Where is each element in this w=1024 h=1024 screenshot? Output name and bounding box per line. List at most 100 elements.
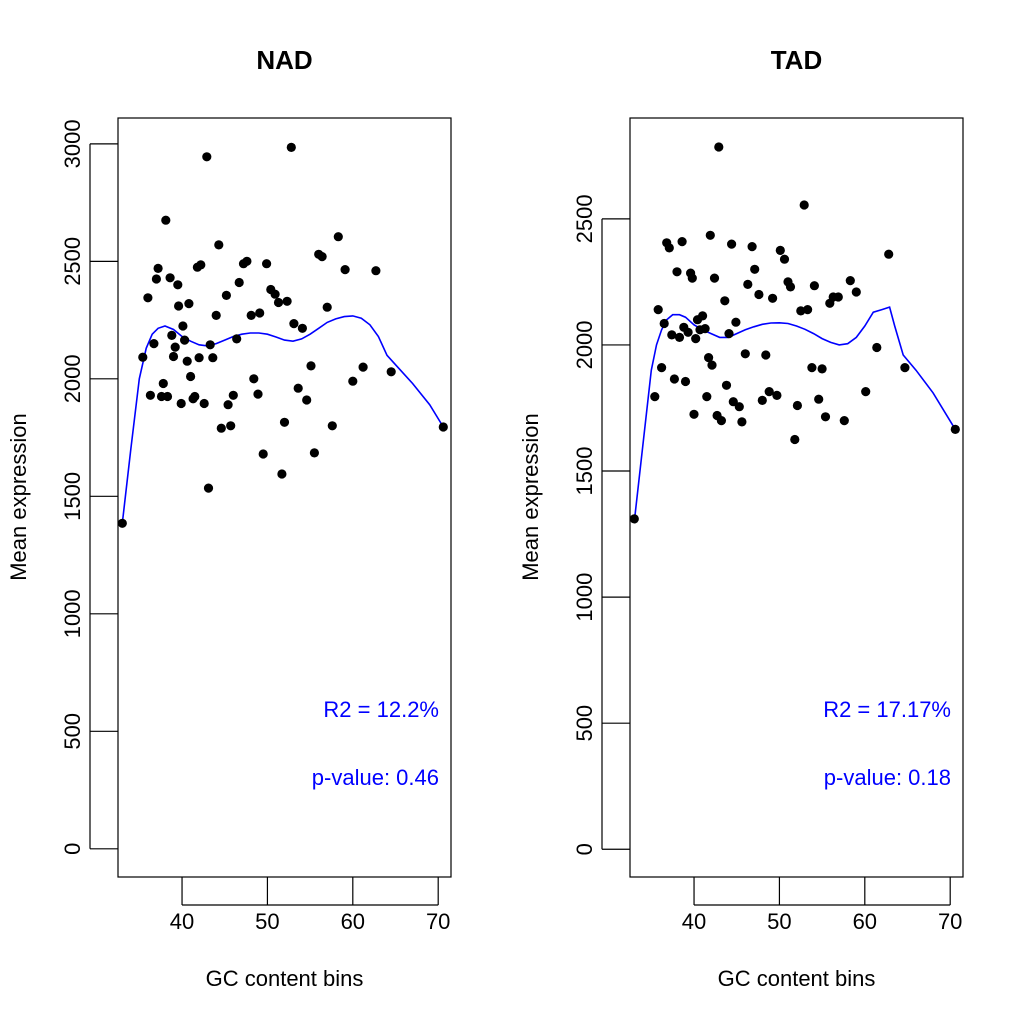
data-point bbox=[657, 363, 667, 373]
data-point bbox=[721, 380, 732, 390]
y-tick-label: 3000 bbox=[60, 119, 85, 168]
data-point bbox=[228, 390, 238, 400]
data-point bbox=[277, 469, 287, 479]
data-point bbox=[145, 390, 155, 400]
data-point bbox=[677, 237, 687, 247]
data-point bbox=[202, 152, 212, 162]
data-point bbox=[438, 422, 448, 432]
data-point bbox=[761, 350, 771, 360]
data-point bbox=[309, 448, 319, 458]
data-point bbox=[792, 400, 803, 411]
data-point bbox=[322, 302, 332, 312]
data-point bbox=[190, 391, 200, 402]
data-point bbox=[194, 353, 204, 363]
x-tick-label: 60 bbox=[341, 909, 365, 934]
r2-annotation: R2 = 17.17% bbox=[823, 697, 951, 722]
data-point bbox=[216, 423, 226, 433]
data-point bbox=[851, 287, 861, 297]
data-point bbox=[214, 240, 224, 250]
data-point bbox=[779, 254, 790, 264]
data-point bbox=[799, 200, 809, 210]
data-point bbox=[768, 293, 778, 303]
chart-title: TAD bbox=[771, 45, 823, 75]
plot-area bbox=[117, 142, 448, 528]
data-point bbox=[884, 249, 894, 259]
data-point bbox=[702, 392, 712, 402]
p-value-annotation: p-value: 0.18 bbox=[824, 765, 951, 790]
data-point bbox=[775, 245, 785, 255]
data-point bbox=[629, 514, 639, 524]
y-tick-label: 2000 bbox=[60, 354, 85, 403]
data-point bbox=[255, 308, 265, 318]
data-point bbox=[674, 332, 685, 342]
x-axis: 40 50 60 70 bbox=[170, 877, 450, 934]
data-point bbox=[270, 289, 280, 299]
y-tick-label: 0 bbox=[572, 843, 597, 855]
data-point bbox=[174, 301, 184, 311]
y-tick-label: 1000 bbox=[60, 589, 85, 638]
data-point bbox=[306, 361, 316, 371]
r2-annotation: R2 = 12.2% bbox=[323, 697, 439, 722]
data-point bbox=[747, 242, 757, 252]
data-point bbox=[807, 363, 817, 373]
data-point bbox=[817, 364, 827, 374]
chart-panel-nad: NAD Mean expression GC content bins 0500… bbox=[6, 45, 452, 991]
data-point bbox=[253, 389, 263, 399]
data-point bbox=[297, 323, 307, 333]
data-point bbox=[162, 391, 173, 402]
data-point bbox=[664, 243, 674, 253]
data-point bbox=[790, 434, 800, 445]
data-point bbox=[707, 360, 717, 370]
x-tick-label: 70 bbox=[938, 909, 962, 934]
data-point bbox=[720, 296, 730, 306]
data-point bbox=[180, 335, 190, 345]
data-point bbox=[302, 395, 312, 405]
data-point bbox=[734, 402, 744, 412]
data-point bbox=[772, 390, 782, 400]
data-point bbox=[714, 142, 724, 152]
x-axis-label: GC content bins bbox=[718, 966, 876, 991]
data-point bbox=[182, 356, 192, 366]
data-point bbox=[689, 409, 699, 419]
data-point bbox=[348, 376, 358, 386]
data-point bbox=[669, 374, 680, 384]
data-point bbox=[650, 392, 660, 402]
y-axis: 0 500 1000 1500 2000 2500 bbox=[572, 194, 630, 855]
data-point bbox=[803, 305, 813, 315]
data-point bbox=[138, 352, 148, 362]
data-point bbox=[168, 351, 179, 362]
data-point bbox=[221, 290, 231, 300]
data-point bbox=[716, 416, 727, 426]
x-axis: 40 50 60 70 bbox=[682, 877, 962, 934]
data-point bbox=[262, 259, 272, 269]
data-point bbox=[151, 274, 161, 284]
data-point bbox=[709, 273, 720, 283]
data-point bbox=[691, 334, 701, 344]
data-point bbox=[785, 282, 796, 292]
plot-frame bbox=[117, 117, 452, 878]
data-point bbox=[653, 305, 663, 315]
data-point bbox=[386, 367, 396, 377]
data-point bbox=[286, 142, 296, 152]
data-point bbox=[731, 317, 741, 327]
data-point bbox=[158, 378, 168, 389]
y-tick-label: 2000 bbox=[572, 320, 597, 369]
data-point bbox=[117, 518, 127, 528]
data-point bbox=[683, 327, 693, 337]
data-point bbox=[223, 400, 233, 410]
data-point bbox=[667, 330, 677, 340]
data-point bbox=[205, 340, 215, 350]
data-point bbox=[186, 371, 196, 382]
data-point bbox=[173, 280, 183, 290]
y-axis-label: Mean expression bbox=[518, 413, 543, 581]
x-tick-label: 50 bbox=[767, 909, 791, 934]
data-point bbox=[754, 289, 764, 300]
data-point bbox=[167, 330, 177, 340]
data-point bbox=[226, 421, 236, 431]
x-tick-label: 70 bbox=[426, 909, 450, 934]
data-point bbox=[279, 417, 290, 427]
data-point bbox=[234, 277, 244, 288]
data-point bbox=[153, 263, 163, 273]
data-point bbox=[833, 292, 843, 302]
